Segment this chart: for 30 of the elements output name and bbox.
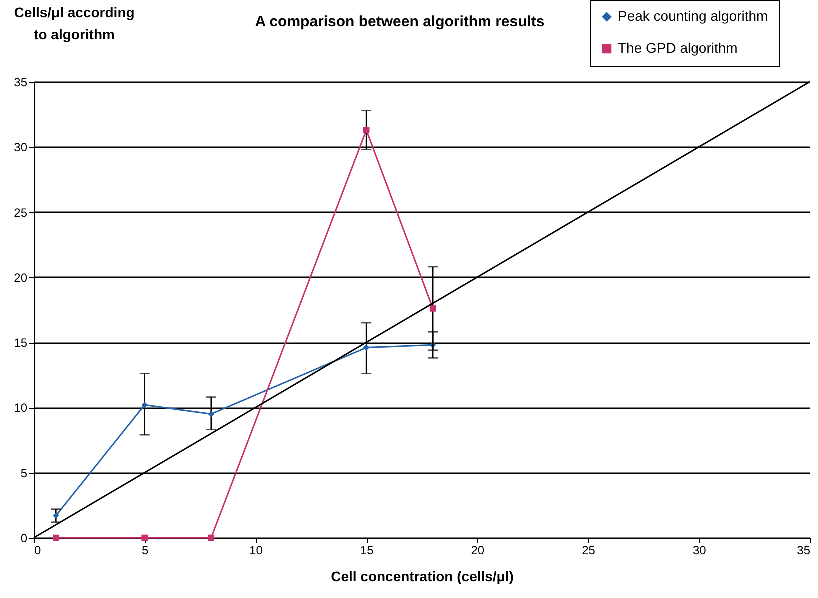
- x-tick-label: 25: [582, 544, 596, 558]
- y-tick-label: 25: [14, 206, 28, 220]
- point: [53, 512, 60, 520]
- point: [363, 344, 370, 351]
- y-axis-title: Cells/μl according to algorithm: [14, 4, 135, 42]
- point: [142, 534, 148, 542]
- point: [208, 534, 215, 542]
- legend-label: The GPD algorithm: [618, 40, 738, 56]
- point: [53, 534, 60, 542]
- point: [142, 402, 148, 408]
- y-tick-label: 35: [14, 76, 28, 90]
- x-tick-label: 30: [692, 544, 707, 558]
- point: [363, 127, 370, 134]
- x-tick-label: 10: [250, 544, 264, 558]
- y-tick-label: 0: [20, 532, 28, 546]
- y-tick-label: 10: [14, 401, 28, 416]
- y-tick-label: 5: [20, 466, 28, 480]
- point: [430, 306, 436, 312]
- y-tick-label: 20: [14, 270, 28, 285]
- chart-title: A comparison between algorithm results: [255, 14, 545, 30]
- x-axis-title: Cell concentration (cells/μl): [331, 568, 514, 584]
- y-tick-label: 30: [14, 140, 28, 155]
- legend-label: Peak counting algorithm: [618, 8, 768, 24]
- x-tick-label: 0: [34, 544, 42, 558]
- x-tick-label: 20: [471, 544, 485, 558]
- x-tick-label: 5: [142, 544, 150, 558]
- point: [208, 411, 215, 418]
- x-tick-label: 15: [360, 544, 374, 558]
- x-tick-label: 35: [797, 544, 811, 558]
- y-tick-label: 15: [14, 336, 28, 350]
